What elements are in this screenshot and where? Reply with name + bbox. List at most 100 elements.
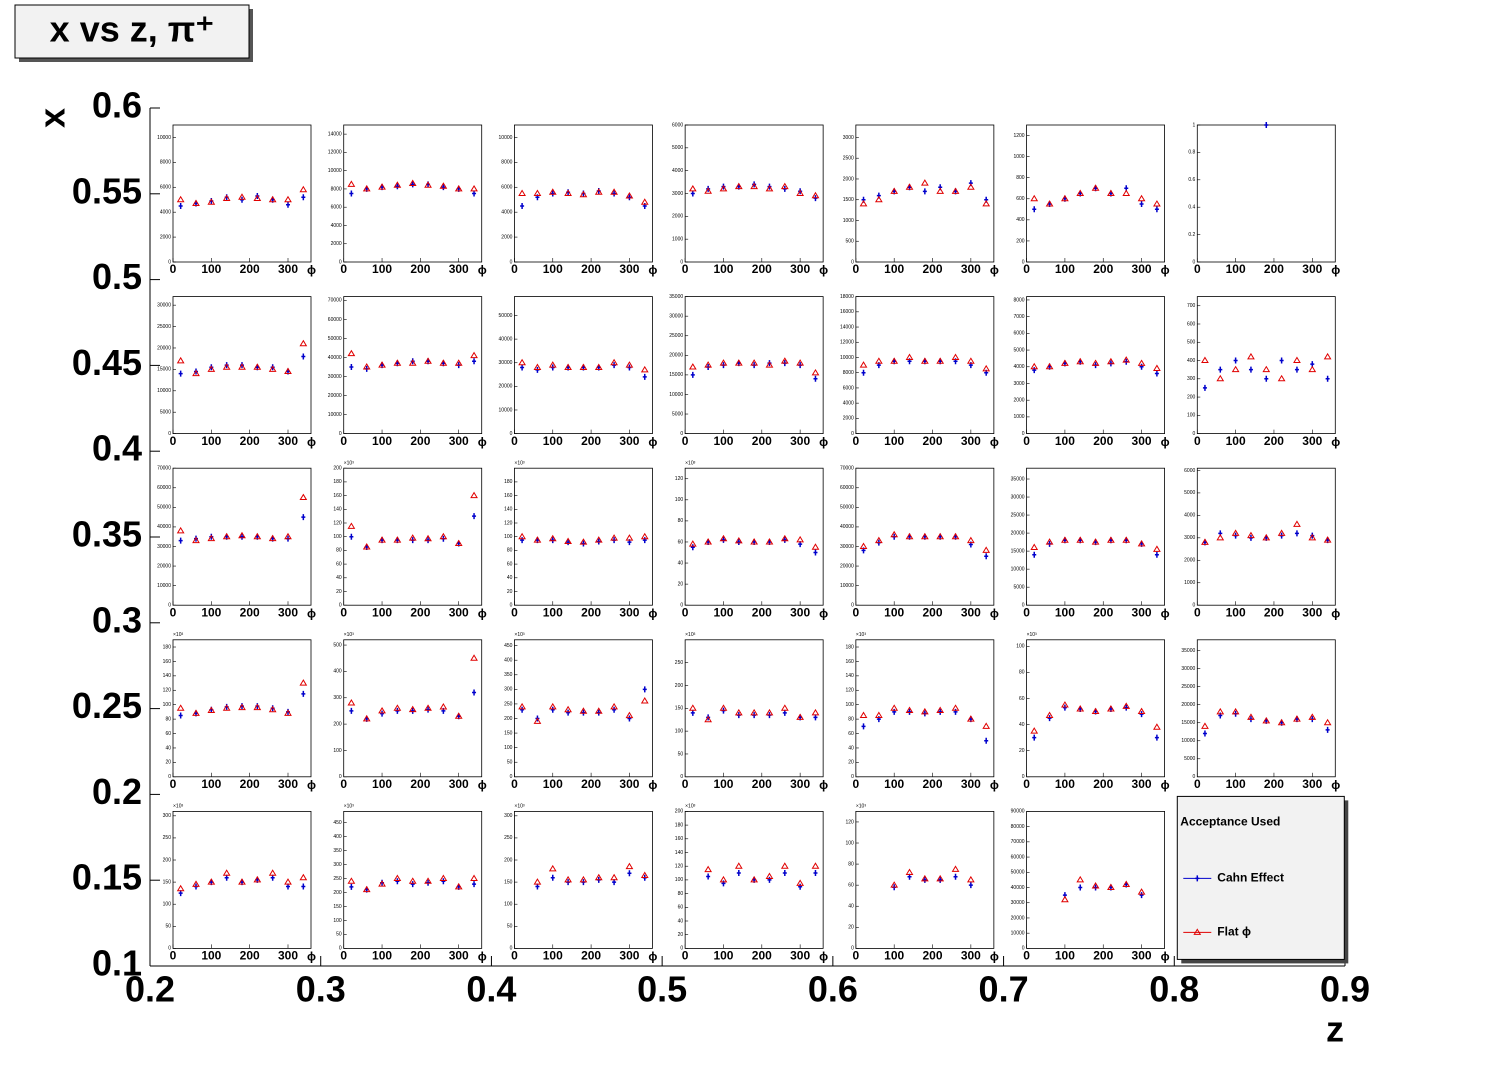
panel-y-tick-label: 140 [846, 673, 855, 679]
panel-y-tick-label: 100 [846, 702, 855, 708]
panel-y-tick-label: 0 [1022, 431, 1025, 437]
panel-x-tick-label: 0 [170, 605, 177, 619]
flat-point [1153, 723, 1161, 730]
panel-y-tick-label: 60 [1019, 696, 1025, 702]
flat-point [905, 532, 914, 540]
cahn-point [581, 540, 586, 547]
panel-x-tick-label: 200 [923, 262, 943, 276]
flat-point [982, 722, 991, 729]
flat-point [1030, 543, 1039, 551]
x-tick-label: 0.6 [808, 969, 858, 1010]
x-tick-label: 0.9 [1320, 969, 1370, 1010]
panel-y-multiplier: ×10³ [344, 804, 354, 810]
flat-point [1091, 882, 1100, 889]
panel-x-tick-label: 300 [449, 949, 469, 963]
panel-x-tick-label: 200 [581, 949, 601, 963]
flat-point [564, 363, 572, 370]
panel-x-tick-label: 0 [853, 605, 860, 619]
panel-x-tick-label: 0 [682, 949, 689, 963]
panel-x-label: ϕ [648, 950, 657, 964]
panel-y-tick-label: 500 [846, 239, 855, 245]
cahn-point [1279, 357, 1284, 364]
panel-y-tick-label: 200 [163, 857, 172, 863]
flat-point [625, 711, 634, 719]
x-axis-label: z [1326, 1009, 1344, 1050]
panel-x-tick-label: 200 [1093, 262, 1113, 276]
panel-y-tick-label: 8000 [160, 160, 171, 166]
panel-x-label: ϕ [990, 778, 999, 792]
cahn-point [1062, 704, 1067, 711]
panel-x-label: ϕ [1161, 606, 1170, 620]
panel-y-tick-label: 3000 [672, 191, 683, 197]
y-tick-label: 0.15 [72, 857, 142, 898]
flat-point [610, 873, 618, 881]
panel-y-tick-label: 600 [1187, 321, 1196, 327]
flat-point [796, 713, 805, 720]
flat-point [1137, 888, 1146, 895]
flat-point [859, 199, 868, 207]
cahn-point [441, 184, 446, 191]
panel-y-tick-label: 0 [1193, 603, 1196, 609]
panel-x-tick-label: 300 [1132, 777, 1152, 791]
panel-y-tick-label: 25000 [1011, 512, 1025, 518]
cahn-point [612, 190, 617, 197]
flat-point [1061, 701, 1069, 708]
cahn-point [1139, 711, 1144, 718]
x-tick-label: 0.7 [979, 969, 1029, 1010]
panel-y-tick-label: 40 [848, 745, 854, 751]
flat-point [750, 708, 759, 716]
panel-x-tick-label: 100 [372, 262, 392, 276]
cahn-point [612, 706, 617, 713]
flat-point [347, 349, 356, 357]
panel-x-tick-label: 300 [790, 605, 810, 619]
flat-point [1247, 531, 1255, 539]
cahn-point [520, 202, 525, 209]
panel-x-tick-label: 300 [1132, 949, 1152, 963]
flat-point [640, 697, 649, 704]
flat-point [564, 189, 572, 196]
panel-y-tick-label: 200 [675, 809, 684, 815]
flat-point [765, 537, 774, 545]
panel-y-tick-label: 250 [163, 835, 172, 841]
flat-point [393, 536, 402, 543]
flat-point [936, 874, 945, 882]
panel-x-label: ϕ [478, 606, 487, 620]
flat-point [704, 537, 713, 545]
panel-x-tick-label: 100 [1226, 777, 1246, 791]
flat-point [780, 357, 789, 364]
panel-y-tick-label: 300 [333, 862, 342, 868]
panel-y-tick-label: 80 [1019, 670, 1025, 676]
flat-point [750, 537, 759, 545]
flat-point [796, 189, 805, 196]
flat-point [393, 181, 402, 188]
flat-point [734, 536, 743, 544]
panel-x-tick-label: 300 [619, 262, 639, 276]
flat-point [920, 357, 929, 364]
panel-x-tick-label: 0 [511, 949, 518, 963]
panel-y-tick-label: 0 [851, 946, 854, 952]
panel-x-tick-label: 300 [961, 777, 981, 791]
panel-y-tick-label: 0 [1022, 259, 1025, 265]
cahn-point [349, 364, 354, 371]
panel-y-tick-label: 20 [678, 932, 684, 938]
panel-y-tick-label: 30000 [1181, 666, 1195, 672]
panel-y-tick-label: 0 [339, 774, 342, 780]
cahn-point [953, 873, 958, 880]
cahn-point [690, 709, 695, 716]
panel-x-label: ϕ [1161, 778, 1170, 792]
x-tick-label: 0.8 [1149, 969, 1199, 1010]
panel-y-tick-label: 180 [504, 479, 513, 485]
panel-y-tick-label: 1 [1193, 122, 1196, 128]
flat-point [874, 711, 883, 719]
panel-y-tick-label: 20000 [157, 563, 171, 569]
panel-frame [1196, 124, 1336, 263]
panel-x-tick-label: 0 [340, 262, 347, 276]
panel-y-tick-label: 1000 [1013, 154, 1024, 160]
cahn-point [410, 881, 415, 888]
panel-x-label: ϕ [1331, 606, 1340, 620]
panel-y-tick-label: 100 [504, 534, 513, 540]
flat-point [579, 538, 588, 545]
panel-y-tick-label: 40 [1019, 722, 1025, 728]
panel-x-tick-label: 0 [1023, 262, 1030, 276]
cahn-point [642, 373, 647, 380]
